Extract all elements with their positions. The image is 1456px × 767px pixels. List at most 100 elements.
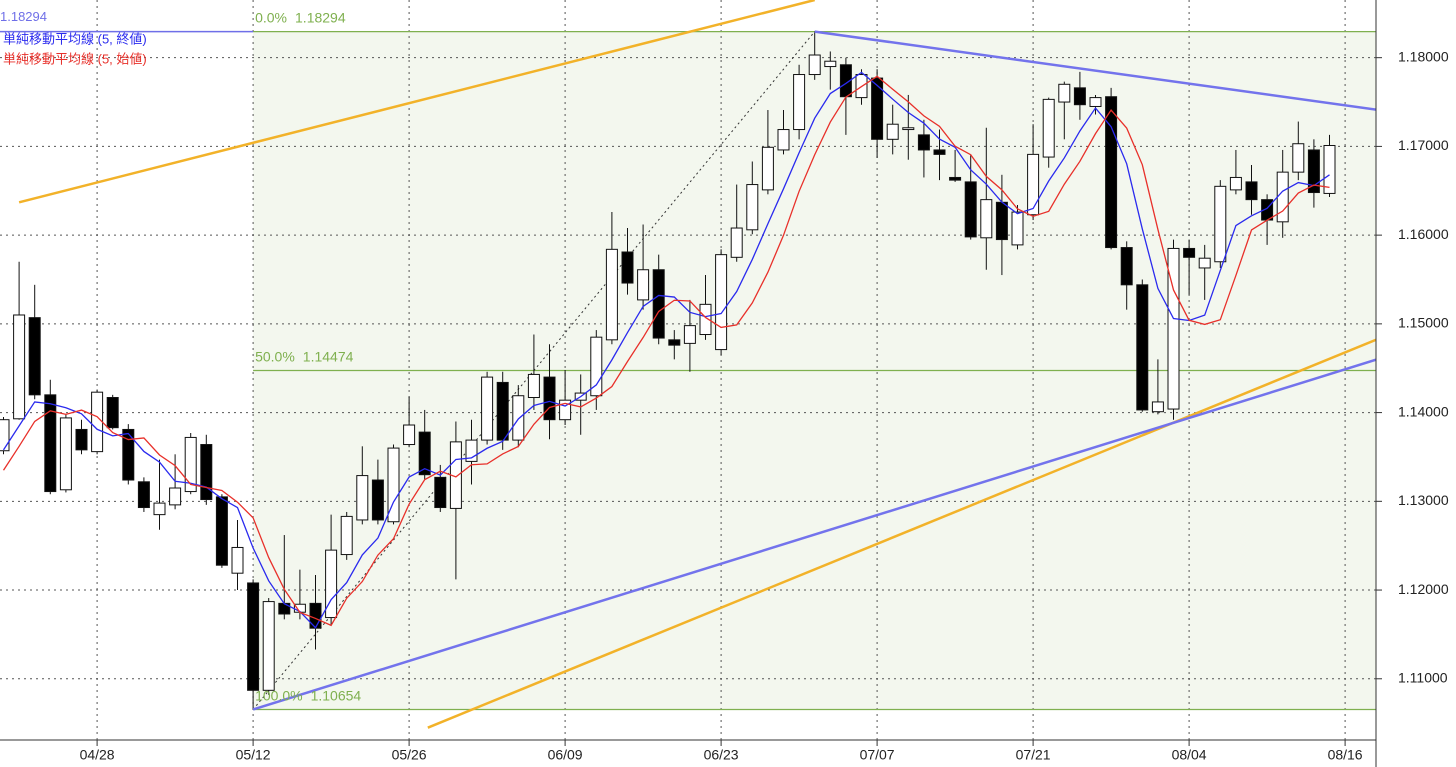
candle-body	[699, 303, 712, 336]
y-tick-label: 1.18000	[1398, 48, 1449, 64]
candle-body	[621, 251, 634, 284]
candle-body	[184, 436, 197, 493]
fib-label: 100.0% 1.10654	[255, 687, 361, 703]
fib-label: 0.0% 1.18294	[255, 9, 346, 25]
candle-body	[761, 146, 774, 191]
candle-body	[1136, 284, 1149, 411]
candle-body	[933, 149, 946, 155]
candle-body	[481, 376, 494, 441]
x-tick-label: 05/12	[236, 747, 271, 763]
candle-body	[949, 176, 962, 181]
fib-name: 50.0%	[255, 348, 295, 364]
candle-body	[683, 325, 696, 344]
x-tick-label: 05/26	[392, 747, 427, 763]
candle-body	[886, 123, 899, 140]
candle-body	[527, 373, 540, 399]
fib-value: 1.14474	[303, 348, 354, 364]
candle-body	[200, 444, 213, 501]
x-tick-label: 07/07	[860, 747, 895, 763]
candle-body	[106, 397, 119, 429]
moving-average	[2, 71, 1330, 629]
candle-body	[1151, 401, 1164, 413]
candle-body	[590, 336, 603, 397]
candle-body	[1089, 97, 1102, 107]
candle-body	[559, 399, 572, 421]
fib-label: 50.0% 1.14474	[255, 348, 354, 364]
candle-body	[0, 419, 10, 452]
candle-body	[434, 476, 447, 509]
candle-body	[91, 391, 104, 453]
candle-body	[917, 134, 930, 151]
candle-body	[28, 317, 41, 396]
candle-body	[871, 77, 884, 140]
x-tick-label: 08/16	[1328, 747, 1363, 763]
candle-body	[1292, 143, 1305, 173]
candle-body	[418, 431, 431, 476]
candle-body	[59, 417, 72, 491]
candle-body	[465, 439, 478, 462]
fib-name: 0.0%	[255, 9, 287, 25]
y-tick-label: 1.16000	[1398, 226, 1449, 242]
candle-body	[122, 428, 135, 481]
candle-body	[137, 481, 150, 509]
candle-body	[824, 60, 837, 68]
legend-entry: 単純移動平均線 (5, 終値)	[3, 31, 147, 46]
candle-body	[964, 181, 977, 238]
x-tick-label: 06/23	[704, 747, 739, 763]
candle-body	[1167, 247, 1180, 410]
y-tick-label: 1.12000	[1398, 581, 1449, 597]
moving-average	[2, 75, 1330, 627]
candle-body	[403, 424, 416, 446]
candle-body	[1183, 247, 1196, 258]
y-tick-label: 1.14000	[1398, 403, 1449, 419]
price-line-label: 1.18294	[0, 9, 47, 24]
trend-line	[427, 338, 1376, 729]
candle-body	[746, 184, 759, 231]
candle-body	[231, 546, 244, 574]
candle-body	[1307, 149, 1320, 194]
candle-body	[1011, 211, 1024, 246]
candle-body	[247, 582, 260, 691]
x-tick-label: 08/04	[1172, 747, 1207, 763]
candle-body	[1105, 96, 1118, 249]
candle-body	[215, 496, 228, 566]
candle-body	[777, 129, 790, 151]
legend-entry: 単純移動平均線 (5, 始値)	[3, 51, 147, 66]
candle-body	[169, 487, 182, 506]
candle-body	[496, 381, 509, 441]
y-tick-label: 1.17000	[1398, 137, 1449, 153]
x-tick-label: 06/09	[548, 747, 583, 763]
candle-body	[153, 502, 166, 516]
candle-body	[262, 601, 275, 691]
candle-body	[44, 394, 57, 493]
candle-body	[1073, 87, 1086, 106]
candle-body	[637, 269, 650, 301]
candle-body	[1276, 171, 1289, 223]
x-tick-label: 04/28	[80, 747, 115, 763]
candle-body	[1042, 98, 1055, 158]
candle-body	[340, 515, 353, 556]
fib-value: 1.10654	[311, 687, 362, 703]
candle-body	[13, 314, 26, 420]
candle-body	[325, 549, 338, 619]
candle-body	[356, 475, 369, 521]
candle-body	[1323, 145, 1336, 194]
candle-body	[1058, 83, 1071, 103]
candle-body	[808, 54, 821, 76]
candle-body	[902, 127, 915, 131]
candle-body	[730, 227, 743, 258]
fib-name: 100.0%	[255, 687, 302, 703]
candle-body	[387, 447, 400, 523]
candle-body	[715, 254, 728, 351]
candle-body	[75, 428, 88, 451]
trend-line	[252, 358, 1376, 711]
candle-body	[995, 201, 1008, 241]
x-tick-label: 07/21	[1016, 747, 1051, 763]
candle-body	[1120, 247, 1133, 286]
candle-body	[1027, 153, 1040, 216]
candle-body	[1198, 257, 1211, 269]
candle-body	[1245, 181, 1258, 201]
candle-body	[1214, 185, 1227, 263]
